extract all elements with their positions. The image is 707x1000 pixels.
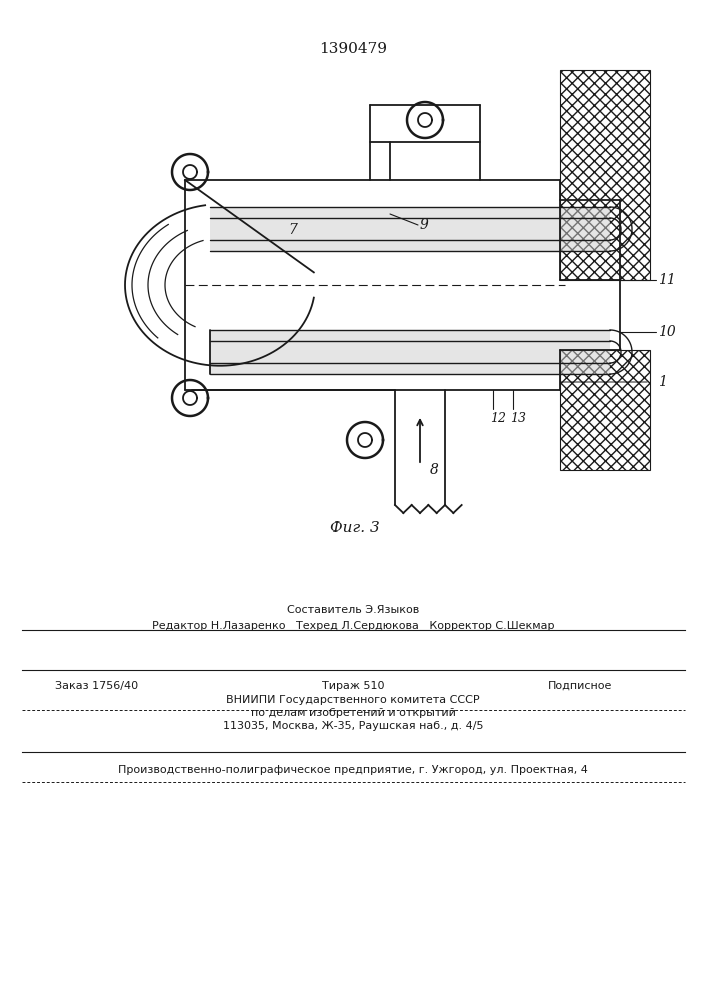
Text: 13: 13 bbox=[510, 412, 526, 424]
Text: Фиг. 3: Фиг. 3 bbox=[330, 521, 380, 535]
Text: Редактор Н.Лазаренко   Техред Л.Сердюкова   Корректор С.Шекмар: Редактор Н.Лазаренко Техред Л.Сердюкова … bbox=[152, 621, 554, 631]
Text: 11: 11 bbox=[658, 273, 676, 287]
Text: Производственно-полиграфическое предприятие, г. Ужгород, ул. Проектная, 4: Производственно-полиграфическое предприя… bbox=[118, 765, 588, 775]
Text: 1: 1 bbox=[658, 375, 667, 389]
Text: 1390479: 1390479 bbox=[319, 42, 387, 56]
Text: Заказ 1756/40: Заказ 1756/40 bbox=[55, 681, 138, 691]
Text: Составитель Э.Языков: Составитель Э.Языков bbox=[287, 605, 419, 615]
Polygon shape bbox=[560, 350, 650, 470]
Text: 10: 10 bbox=[658, 325, 676, 339]
Polygon shape bbox=[210, 330, 610, 374]
Text: Подписное: Подписное bbox=[548, 681, 612, 691]
Text: 8: 8 bbox=[430, 463, 439, 477]
Text: 7: 7 bbox=[288, 223, 297, 237]
Text: 12: 12 bbox=[490, 412, 506, 424]
Polygon shape bbox=[560, 70, 650, 280]
Polygon shape bbox=[210, 207, 610, 251]
Text: ВНИИПИ Государственного комитета СССР: ВНИИПИ Государственного комитета СССР bbox=[226, 695, 480, 705]
Text: по делам изобретений и открытий: по делам изобретений и открытий bbox=[250, 708, 455, 718]
Text: Тираж 510: Тираж 510 bbox=[322, 681, 384, 691]
Text: 113035, Москва, Ж-35, Раушская наб., д. 4/5: 113035, Москва, Ж-35, Раушская наб., д. … bbox=[223, 721, 484, 731]
Text: 9: 9 bbox=[420, 218, 429, 232]
